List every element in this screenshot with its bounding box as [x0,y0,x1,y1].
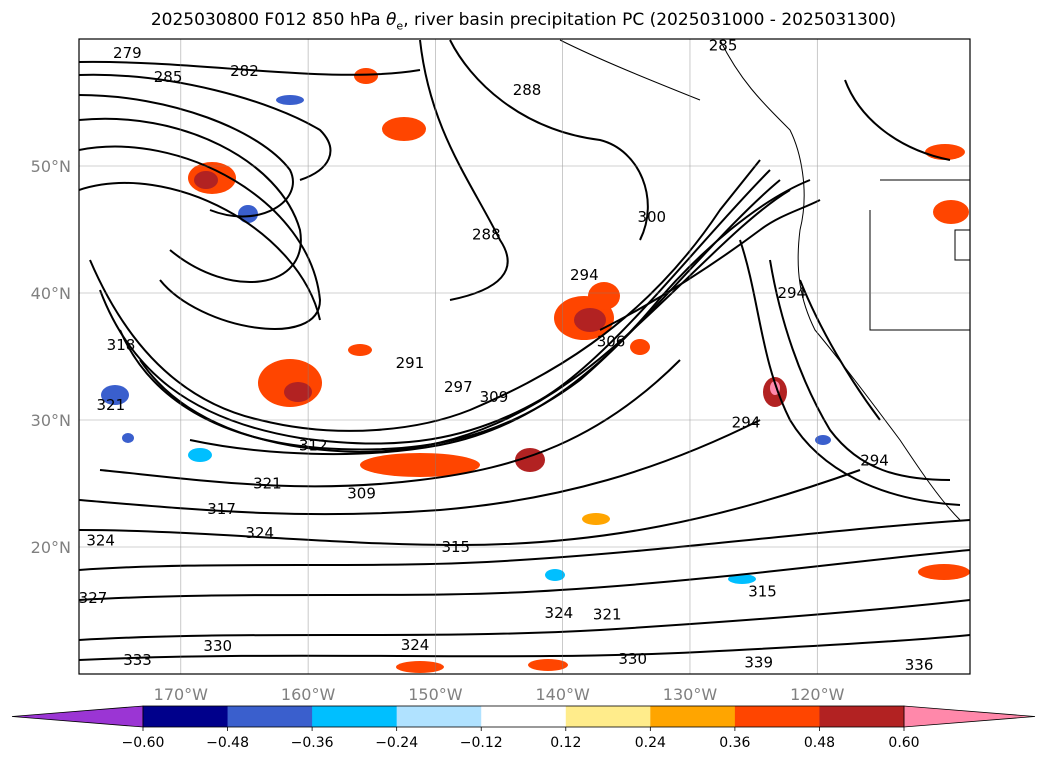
contour-label: 294 [777,284,806,302]
lon-tick-label: 150°W [408,685,463,704]
colorbar-segment [650,706,736,727]
colorbar-extend-low [11,705,144,728]
lat-tick-label: 20°N [31,538,71,557]
contour-label: 317 [207,500,236,518]
colorbar-labels: −0.60 −0.48 −0.36 −0.24 −0.12 0.12 0.24 0.36 0.4… [122,735,920,751]
coastlines [559,39,970,521]
title-prefix: 2025030800 F012 850 hPa [150,10,386,30]
contour-label: 339 [744,654,773,672]
contour-labels: 279 285 282 288 285 288 294 300 291 297 306 309 312 3… [79,36,934,674]
plot-area [79,39,970,674]
contour-label: 330 [618,650,647,668]
contour-label: 300 [637,208,666,226]
colorbar-tick-label: −0.60 [122,735,165,751]
contour-label: 324 [86,532,115,550]
contour-label: 285 [709,36,738,54]
contour-label: 294 [732,414,761,432]
latitude-labels: 20°N 30°N 40°N 50°N [31,157,71,557]
colorbar-segment [143,706,229,727]
title-theta-subscript: e [396,19,404,33]
contour-label: 321 [593,605,622,623]
lon-tick-label: 160°W [281,685,336,704]
colorbar-segment [481,706,567,727]
colorbar-segment [565,706,651,727]
colorbar-segment [396,706,482,727]
colorbar-tick-label: 0.12 [550,735,581,751]
contour-label: 315 [748,582,777,600]
title-suffix: , river basin precipitation PC (20250310… [403,10,897,30]
contour-label: 288 [513,81,542,99]
title-theta: θ [386,10,397,30]
colorbar [11,705,1036,731]
gridlines [79,39,970,674]
contour-label: 291 [396,354,425,372]
lon-tick-label: 130°W [663,685,718,704]
colorbar-segment [819,706,905,727]
plot-frame [78,38,971,675]
contour-label: 315 [441,538,470,556]
contour-label: 279 [113,44,142,62]
contour-label: 333 [123,651,152,669]
contour-label: 297 [444,378,473,396]
lat-tick-label: 50°N [31,157,71,176]
lon-tick-label: 140°W [536,685,591,704]
contour-label: 318 [107,336,136,354]
contour-label: 324 [545,604,574,622]
contour-label: 321 [253,475,282,493]
colorbar-tick-label: 0.48 [804,735,835,751]
contour-label: 324 [245,524,274,542]
contour-label: 330 [203,637,232,655]
lat-tick-label: 40°N [31,284,71,303]
colorbar-extend-high [903,705,1036,728]
colorbar-segment [227,706,313,727]
colorbar-tick-label: 0.36 [719,735,750,751]
contour-label: 336 [905,656,934,674]
colorbar-tick-label: −0.48 [206,735,249,751]
contour-label: 306 [597,332,626,350]
contour-label: 327 [79,589,108,607]
contour-label: 294 [860,452,889,470]
contour-label: 309 [480,388,509,406]
lon-tick-label: 170°W [154,685,209,704]
colorbar-tick-label: −0.36 [291,735,334,751]
contour-label: 324 [401,636,430,654]
colorbar-tick-label: −0.12 [460,735,503,751]
colorbar-segment [734,706,820,727]
colorbar-tick-label: −0.24 [375,735,418,751]
contour-label: 321 [97,396,126,414]
contour-label: 282 [230,62,259,80]
longitude-labels: 170°W 160°W 150°W 140°W 130°W 120°W [154,685,845,704]
contour-label: 309 [347,485,376,503]
contour-label: 294 [570,266,599,284]
chart-title: 2025030800 F012 850 hPa θe, river basin … [0,10,1047,32]
colorbar-segment [312,706,398,727]
contour-label: 285 [154,68,183,86]
contour-label: 288 [472,226,501,244]
colorbar-tick-label: 0.24 [635,735,666,751]
lat-tick-label: 30°N [31,411,71,430]
contour-label: 312 [299,436,328,454]
colorbar-tick-label: 0.60 [888,735,919,751]
colorbar-frame [142,705,905,728]
lon-tick-label: 120°W [790,685,845,704]
